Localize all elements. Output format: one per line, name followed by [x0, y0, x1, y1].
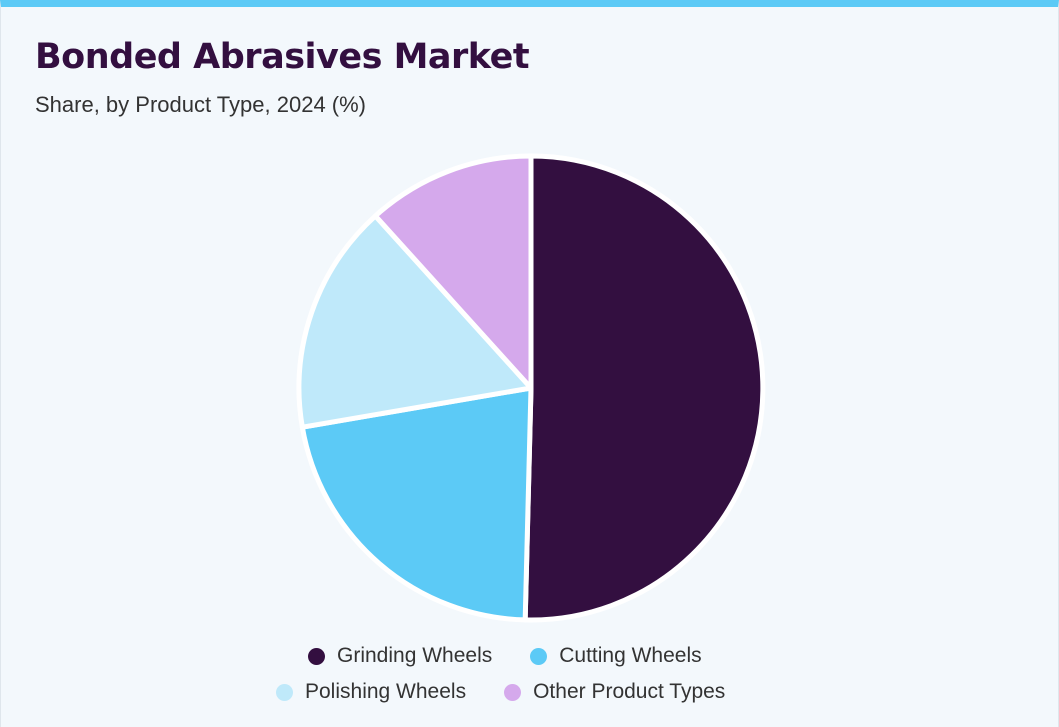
legend-swatch — [308, 647, 325, 665]
pie-slice-polishing-wheels[interactable] — [296, 213, 534, 430]
legend-row: Polishing Wheels Other Product Types — [276, 680, 725, 704]
legend-item-polishing-wheels[interactable]: Polishing Wheels — [276, 680, 466, 704]
pie-slices — [296, 153, 766, 623]
legend-item-cutting-wheels[interactable]: Cutting Wheels — [530, 644, 702, 668]
legend-item-other-product-types[interactable]: Other Product Types — [504, 680, 725, 704]
pie-slice-cutting-wheels[interactable] — [299, 385, 534, 623]
pie-slice-other-product-types[interactable] — [372, 153, 534, 391]
pie-chart — [296, 153, 766, 623]
legend-label: Polishing Wheels — [305, 680, 467, 703]
chart-subtitle: Share, by Product Type, 2024 (%) — [35, 92, 366, 117]
legend-item-grinding-wheels[interactable]: Grinding Wheels — [308, 644, 492, 668]
legend-row: Grinding Wheels Cutting Wheels — [308, 644, 702, 668]
legend-label: Cutting Wheels — [559, 644, 702, 667]
chart-title: Bonded Abrasives Market — [35, 37, 530, 77]
legend-swatch — [504, 683, 522, 701]
legend-label: Other Product Types — [533, 680, 726, 703]
legend-label: Grinding Wheels — [337, 644, 493, 667]
legend-swatch — [530, 647, 548, 665]
pie-slice-grinding-wheels[interactable] — [522, 153, 766, 623]
legend-swatch — [276, 683, 293, 701]
